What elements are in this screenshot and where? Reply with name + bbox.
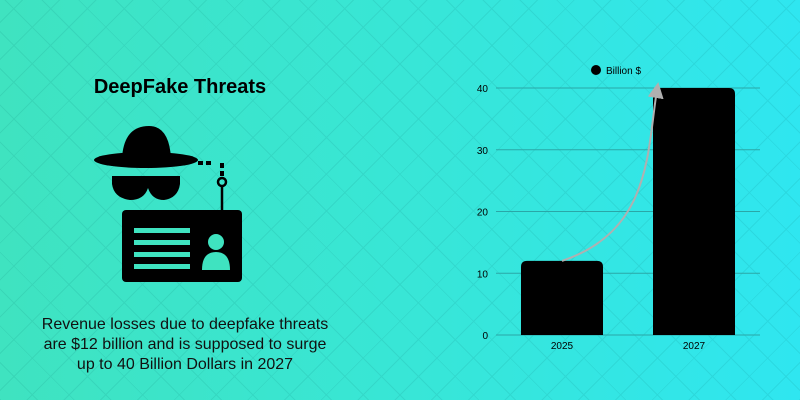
label-layer: 0 10 20 30 40 2025 2027 (477, 84, 706, 352)
bar-2027 (653, 88, 735, 335)
caption-line: are $12 billion and is supposed to surge (43, 336, 327, 353)
y-tick-label: 0 (482, 331, 488, 342)
id-card-icon (122, 210, 242, 282)
y-tick-label: 20 (477, 208, 489, 219)
growth-arrow (561, 82, 664, 262)
hat-brim-icon (94, 152, 198, 168)
caption-line: up to 40 Billion Dollars in 2027 (76, 356, 294, 373)
legend-marker (591, 65, 601, 75)
face-icon (112, 176, 180, 200)
chart-legend: Billion $ (591, 65, 641, 77)
bar-2025 (521, 260, 603, 335)
bar-layer (521, 82, 735, 335)
legend-label: Billion $ (606, 66, 641, 77)
caption-line: Revenue losses due to deepfake threats (41, 316, 329, 333)
y-tick-label: 30 (477, 146, 489, 157)
hacker-phishing-id-card-icon (94, 126, 242, 282)
y-tick-label: 10 (477, 269, 489, 280)
page-title: DeepFake Threats (93, 76, 267, 98)
revenue-loss-bar-chart: 0 10 20 30 40 2025 2027 Billion $ (477, 65, 760, 352)
hat-crown-icon (122, 126, 171, 158)
x-tick-label: 2025 (551, 341, 574, 352)
caption-text: Revenue losses due to deepfake threats a… (20, 315, 350, 375)
x-tick-label: 2027 (683, 341, 706, 352)
y-tick-label: 40 (477, 84, 489, 95)
